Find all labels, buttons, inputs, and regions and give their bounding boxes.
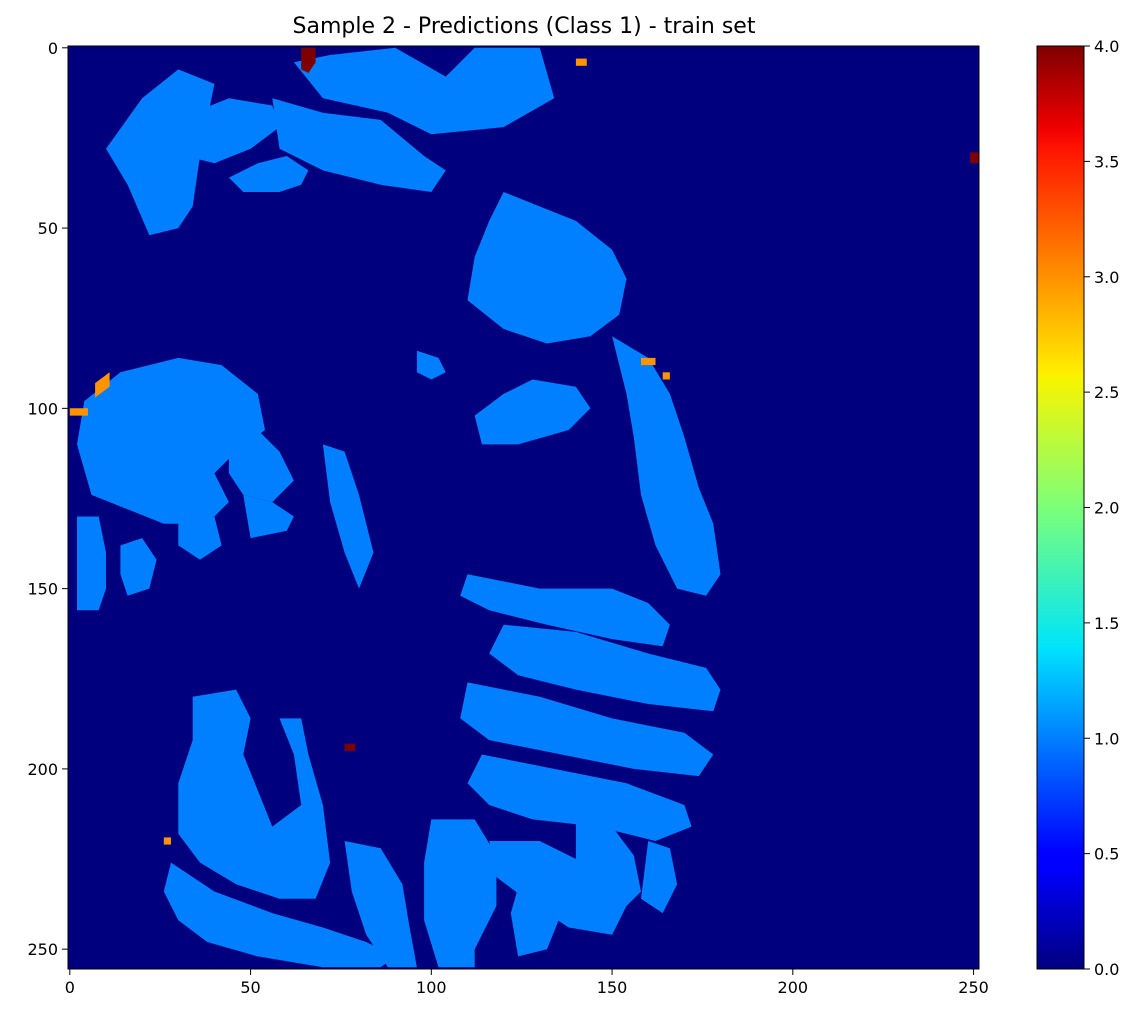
x-tick-label-150: 150 xyxy=(597,978,628,997)
colorbar-tick-label-8: 4.0 xyxy=(1094,37,1119,56)
heatmap-image xyxy=(68,46,979,969)
heatmap-region-12 xyxy=(243,494,294,539)
y-tick-label-0: 0 xyxy=(48,39,58,58)
x-axis: 0 50 100 150 200 250 xyxy=(65,969,989,997)
heatmap-region-32 xyxy=(95,372,110,398)
y-tick-label-150: 150 xyxy=(27,580,58,599)
heatmap-region-19 xyxy=(467,754,692,841)
heatmap-region-3 xyxy=(293,47,555,135)
heatmap-region-15 xyxy=(322,444,374,589)
heatmap-region-31 xyxy=(575,58,587,66)
colorbar-tick-label-2: 1.0 xyxy=(1094,729,1119,748)
x-tick-label-200: 200 xyxy=(778,978,809,997)
heatmap-region-16 xyxy=(460,574,670,647)
heatmap-region-25 xyxy=(510,862,562,957)
heatmap-region-29 xyxy=(970,152,979,164)
heatmap-region-30 xyxy=(344,743,356,751)
heatmap-region-9 xyxy=(77,357,265,524)
heatmap-region-2 xyxy=(228,156,309,192)
heatmap-region-18 xyxy=(460,682,714,777)
x-tick-label-250: 250 xyxy=(958,978,989,997)
heatmap-region-22 xyxy=(163,862,396,968)
chart-title: Sample 2 - Predictions (Class 1) - train… xyxy=(293,14,756,39)
colorbar xyxy=(1036,45,1085,970)
y-tick-label-100: 100 xyxy=(27,399,58,418)
x-tick-label-100: 100 xyxy=(416,978,447,997)
heatmap-region-24 xyxy=(424,819,497,968)
colorbar-tick-label-7: 3.5 xyxy=(1094,152,1119,171)
y-tick-label-50: 50 xyxy=(38,219,58,238)
heatmap-region-5 xyxy=(467,192,627,344)
heatmap-region-10 xyxy=(228,430,294,503)
colorbar-tick-label-6: 3.0 xyxy=(1094,268,1119,287)
heatmap-region-8 xyxy=(612,336,721,596)
y-tick-label-200: 200 xyxy=(27,760,58,779)
colorbar-tick-label-0: 0.0 xyxy=(1094,960,1119,979)
heatmap-region-0 xyxy=(106,69,215,236)
heatmap-region-11 xyxy=(178,509,222,560)
heatmap-region-13 xyxy=(77,516,106,611)
colorbar-tick-label-1: 0.5 xyxy=(1094,845,1119,864)
colorbar-tick-label-5: 2.5 xyxy=(1094,383,1119,402)
heatmap-region-33 xyxy=(69,408,88,416)
heatmap-region-36 xyxy=(163,837,171,845)
colorbar-axis: 0.0 0.5 1.0 1.5 2.0 2.5 3.0 3.5 4.0 xyxy=(1084,37,1119,979)
heatmap-region-6 xyxy=(474,379,591,445)
heatmap-region-17 xyxy=(489,624,721,712)
heatmap-region-21 xyxy=(178,689,331,899)
colorbar-tick-label-3: 1.5 xyxy=(1094,614,1119,633)
heatmap-region-23 xyxy=(344,841,417,968)
heatmap-region-26 xyxy=(575,819,641,914)
heatmap-region-7 xyxy=(416,350,446,380)
x-tick-label-0: 0 xyxy=(65,978,75,997)
plot-frame xyxy=(67,45,980,970)
x-tick-label-50: 50 xyxy=(240,978,260,997)
colorbar-tick-label-4: 2.0 xyxy=(1094,499,1119,518)
y-tick-label-250: 250 xyxy=(27,940,58,959)
heatmap-region-35 xyxy=(662,372,670,380)
heatmap-region-4 xyxy=(272,98,446,192)
y-axis: 0 50 100 150 200 250 xyxy=(27,39,68,959)
heatmap-region-1 xyxy=(163,98,280,164)
heatmap-region-34 xyxy=(641,357,656,366)
heatmap-region-28 xyxy=(301,47,316,73)
heatmap-region-20 xyxy=(489,841,627,935)
heatmap-region-27 xyxy=(641,841,678,914)
heatmap-region-14 xyxy=(120,538,157,596)
